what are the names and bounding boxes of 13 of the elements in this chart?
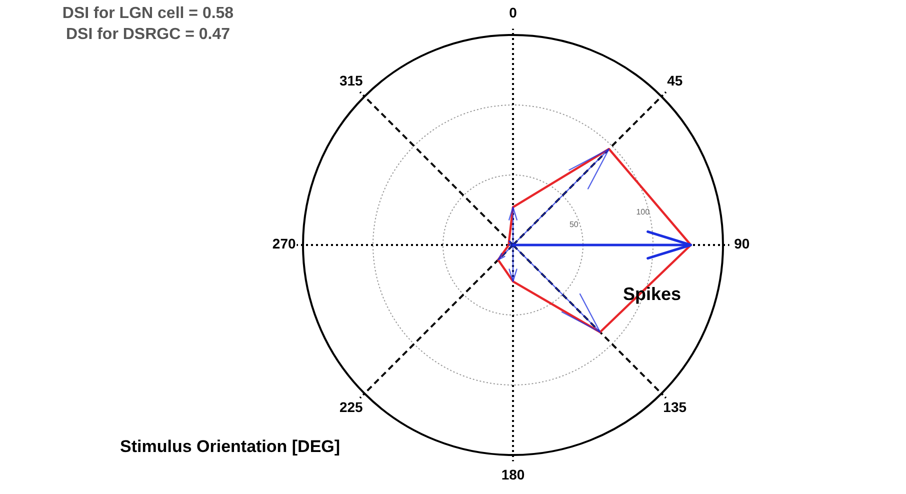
text: DSI for DSRGC = 0.47: [66, 26, 230, 43]
y-tick-label: 50: [569, 220, 579, 229]
spoke-label: 180: [501, 466, 525, 483]
spoke-label: 315: [339, 72, 364, 88]
spoke-label: 225: [339, 399, 364, 416]
text: Stimulus Orientation [DEG]: [120, 437, 340, 456]
text: DSI for LGN cell = 0.58: [62, 5, 234, 22]
spoke-label: 270: [272, 236, 296, 252]
spoke-label: 90: [734, 236, 750, 252]
spoke-label: 45: [667, 72, 683, 88]
spoke-label: 0: [509, 4, 518, 21]
y-tick-label: 100: [636, 208, 650, 217]
spoke-label: 135: [663, 399, 687, 416]
